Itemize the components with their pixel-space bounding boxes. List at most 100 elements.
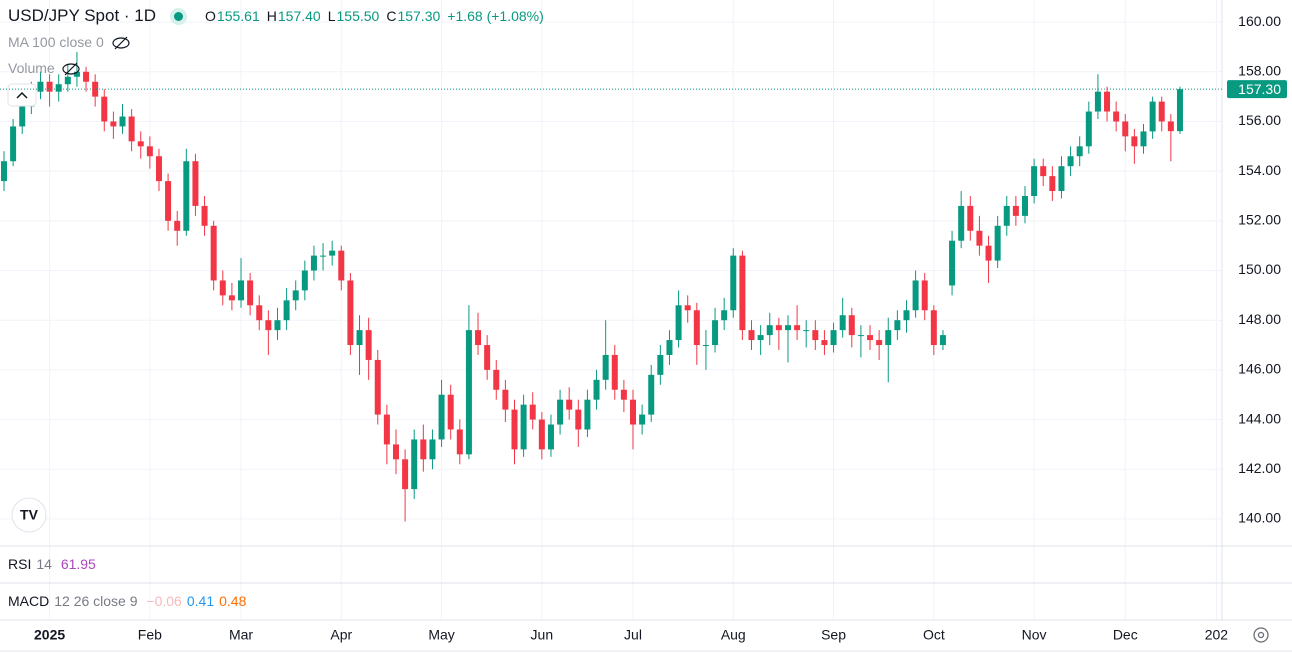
hidden-icon[interactable] — [111, 36, 130, 50]
candle-body — [383, 414, 390, 445]
candle-body — [320, 255, 327, 257]
y-tick-label: 152.00 — [1238, 212, 1281, 228]
legend: USD/JPY Spot · 1D O 155.61 H 157.40 L 155.5… — [8, 6, 551, 26]
x-tick-label: Mar — [229, 627, 253, 643]
candle-body — [274, 320, 281, 331]
candle-body — [447, 394, 454, 430]
rsi-value: 61.95 — [60, 556, 96, 572]
candle-body — [1021, 195, 1028, 216]
candle-body — [557, 399, 564, 425]
candle-body — [1, 161, 7, 182]
candle-body — [137, 141, 144, 147]
candle-body — [675, 305, 682, 341]
x-tick-label: Jun — [531, 627, 554, 643]
candle-body — [238, 280, 245, 301]
candle-body — [420, 439, 427, 460]
candle-body — [848, 315, 855, 336]
candle-body — [885, 330, 892, 346]
candle-body — [392, 444, 399, 460]
candle-body — [119, 116, 126, 127]
ma-params: 100 close 0 — [32, 34, 104, 50]
candle-body — [857, 335, 864, 337]
candle-body — [1149, 101, 1156, 132]
candle-body — [356, 330, 363, 346]
candle-body — [666, 340, 673, 355]
x-tick-label: Apr — [330, 627, 352, 643]
candle-body — [903, 310, 910, 321]
x-tick-label: Sep — [821, 627, 846, 643]
candle-body — [538, 419, 545, 450]
ma-name: MA — [8, 34, 29, 50]
settings-icon[interactable] — [1253, 627, 1269, 643]
symbol[interactable]: USD/JPY Spot · 1D — [8, 6, 157, 25]
x-tick-label: Feb — [138, 627, 162, 643]
candle-body — [374, 359, 381, 415]
candle-body — [46, 81, 53, 92]
candle-body — [566, 399, 573, 410]
candle-body — [55, 84, 62, 92]
candle-body — [775, 325, 782, 331]
candle-body — [757, 335, 764, 341]
candle-body — [256, 305, 263, 321]
macd-line: 0.41 — [186, 593, 215, 609]
candle-body — [921, 280, 928, 311]
candle-body — [155, 156, 162, 182]
candle-body — [630, 399, 637, 425]
macd-name: MACD — [8, 593, 50, 609]
candles — [1, 51, 1183, 522]
rsi-legend: RSI 14 61.95 — [8, 556, 101, 572]
candle-body — [1012, 205, 1019, 216]
candle-body — [174, 220, 181, 231]
candle-body — [958, 205, 965, 241]
candle-body — [547, 424, 554, 450]
candle-body — [821, 340, 828, 346]
x-tick-label: Dec — [1113, 627, 1138, 643]
candle-body — [1058, 166, 1065, 192]
logo[interactable] — [11, 497, 47, 533]
rsi-name: RSI — [8, 556, 32, 572]
logo-mark: TV — [20, 507, 39, 523]
candle-body — [265, 320, 272, 331]
candle-body — [338, 250, 345, 281]
change: +1.68 (+1.08%) — [447, 8, 544, 24]
y-tick-label: 160.00 — [1238, 13, 1281, 29]
candle-body — [310, 255, 317, 271]
ohlc-value: 157.30 — [397, 8, 441, 24]
candle-body — [611, 354, 618, 390]
hidden-icon[interactable] — [62, 62, 81, 76]
candle-body — [192, 161, 199, 206]
candle-body — [1040, 166, 1047, 177]
candle-body — [411, 439, 418, 490]
candle-body — [456, 429, 463, 455]
candle-body — [994, 225, 1001, 261]
candle-body — [210, 225, 217, 281]
last-price-label: 157.30 — [1238, 81, 1281, 97]
candle-body — [146, 146, 153, 157]
x-tick-label: Aug — [721, 627, 746, 643]
x-tick-label: Nov — [1022, 627, 1047, 643]
candle-body — [766, 325, 773, 336]
overlay-ma[interactable]: MA 100 close 0 — [8, 34, 130, 50]
candle-body — [1003, 205, 1010, 226]
collapse-button[interactable] — [7, 83, 37, 107]
candle-body — [639, 414, 646, 425]
y-tick-label: 150.00 — [1238, 261, 1281, 277]
overlay-volume[interactable]: Volume — [8, 60, 81, 76]
candle-body — [465, 330, 472, 455]
candle-body — [402, 459, 409, 490]
candle-body — [730, 255, 737, 311]
candle-body — [247, 280, 254, 306]
candle-body — [201, 205, 208, 226]
y-tick-label: 158.00 — [1238, 62, 1281, 78]
candle-body — [949, 240, 956, 286]
candle-body — [985, 245, 992, 261]
candle-body — [912, 280, 919, 311]
candle-body — [484, 345, 491, 370]
candle-body — [1085, 111, 1092, 147]
candle-body — [329, 250, 336, 256]
y-tick-label: 148.00 — [1238, 311, 1281, 327]
candle-body — [83, 71, 90, 82]
candle-body — [830, 330, 837, 346]
